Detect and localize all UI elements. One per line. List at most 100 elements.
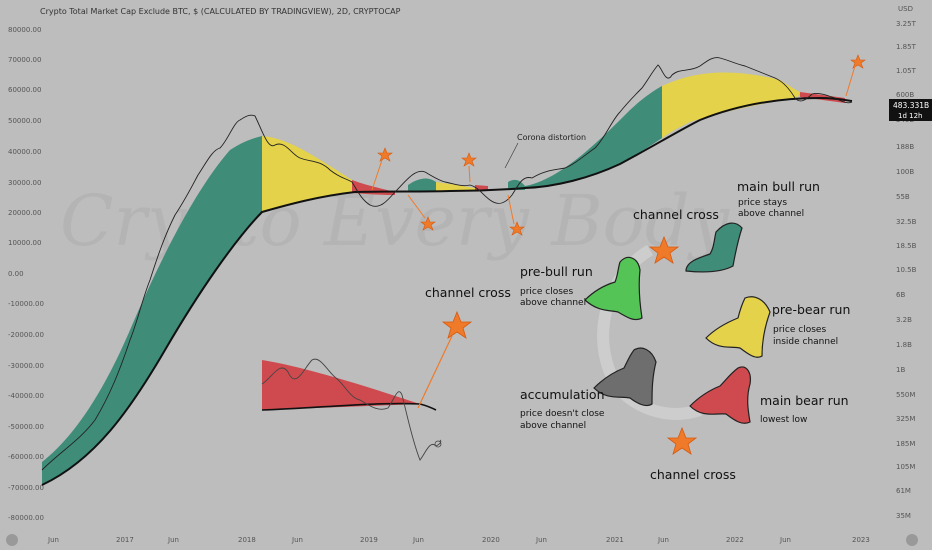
time-axis-tick: Jun <box>167 536 179 544</box>
time-axis: Jun 2017 Jun 2018 Jun 2019 Jun 2020 Jun … <box>47 536 870 544</box>
price-badge-value: 483.331B <box>893 101 929 110</box>
pre-bear-desc-1: price closes <box>773 325 826 335</box>
main-bull-desc-2: above channel <box>738 209 804 219</box>
price-badge-timer: 1d 12h <box>898 112 922 120</box>
star-icon <box>420 216 436 231</box>
left-axis-tick: 10000.00 <box>8 239 41 247</box>
scroll-right-handle[interactable] <box>906 534 918 546</box>
inset-example: channel cross <box>261 285 511 461</box>
left-axis-tick: -50000.00 <box>8 423 44 431</box>
inset-channel-line <box>261 402 437 411</box>
right-axis-tick: 550M <box>896 391 915 399</box>
right-axis-tick: 188B <box>896 143 914 151</box>
star-icon <box>377 147 393 162</box>
time-axis-tick: Jun <box>291 536 303 544</box>
right-axis-tick: 100B <box>896 168 914 176</box>
main-bull-title: main bull run <box>737 179 820 194</box>
left-axis-tick: -60000.00 <box>8 453 44 461</box>
pre-bear-shape <box>705 296 771 358</box>
main-bear-title: main bear run <box>760 393 849 408</box>
corona-label: Corona distortion <box>517 133 586 142</box>
star-icon <box>666 426 698 455</box>
time-axis-tick: 2017 <box>116 536 134 544</box>
pre-bull-desc-2: above channel <box>520 298 586 308</box>
time-axis-tick: Jun <box>412 536 424 544</box>
time-axis-tick: 2021 <box>606 536 624 544</box>
chart-title: Crypto Total Market Cap Exclude BTC, $ (… <box>40 7 401 16</box>
time-axis-tick: Jun <box>657 536 669 544</box>
right-axis-tick: 600B <box>896 91 914 99</box>
accumulation-desc-1: price doesn't close <box>520 409 605 419</box>
accumulation-title: accumulation <box>520 387 605 402</box>
inset-marker <box>434 440 442 448</box>
chart-stars <box>377 54 866 236</box>
left-axis-tick: -70000.00 <box>8 484 44 492</box>
right-axis-tick: 3.25T <box>896 20 917 28</box>
right-axis-tick: 1.05T <box>896 67 917 75</box>
main-bear-shape <box>689 366 751 424</box>
arrow <box>504 142 519 169</box>
left-axis-tick: 60000.00 <box>8 86 41 94</box>
pre-bear-desc-2: inside channel <box>773 337 838 347</box>
left-axis-tick: -10000.00 <box>8 300 44 308</box>
time-axis-tick: 2020 <box>482 536 500 544</box>
arrow <box>507 194 515 225</box>
right-axis-tick: 1B <box>896 366 905 374</box>
star-icon <box>461 152 477 167</box>
cycle-diagram: channel cross channel cross main bull ru… <box>520 179 850 482</box>
main-bear-desc-1: lowest low <box>760 415 807 425</box>
time-axis-tick: 2022 <box>726 536 744 544</box>
scroll-left-handle[interactable] <box>6 534 18 546</box>
yellow-segment-2019 <box>436 182 475 192</box>
time-axis-tick: Jun <box>47 536 59 544</box>
left-axis-tick: 0.00 <box>8 270 24 278</box>
time-axis-tick: 2023 <box>852 536 870 544</box>
main-bull-shape <box>685 222 743 273</box>
time-axis-tick: 2019 <box>360 536 378 544</box>
time-axis-tick: Jun <box>779 536 791 544</box>
star-icon <box>648 235 680 264</box>
arrow <box>417 335 453 409</box>
right-axis-tick: 3.2B <box>896 316 912 324</box>
left-axis-tick: 70000.00 <box>8 56 41 64</box>
accumulation-desc-2: above channel <box>520 421 586 431</box>
left-axis-tick: -40000.00 <box>8 392 44 400</box>
left-axis-tick: 40000.00 <box>8 148 41 156</box>
right-axis: 3.25T 1.85T 1.05T 600B 340B 188B 100B 55… <box>896 20 917 520</box>
price-badge <box>889 99 932 121</box>
arrow <box>845 65 856 97</box>
left-axis-tick: 50000.00 <box>8 117 41 125</box>
star-icon <box>441 310 473 339</box>
bull-channel-2017 <box>42 136 262 485</box>
left-axis-tick: 30000.00 <box>8 179 41 187</box>
channel-cross-bottom-label: channel cross <box>650 467 736 482</box>
main-bull-desc-1: price stays <box>738 198 787 208</box>
right-axis-tick: 32.5B <box>896 218 917 226</box>
green-segment-2019 <box>408 178 436 192</box>
right-axis-tick: 10.5B <box>896 266 917 274</box>
right-axis-tick: 185M <box>896 440 915 448</box>
right-axis-tick: 18.5B <box>896 242 917 250</box>
left-axis: 80000.00 70000.00 60000.00 50000.00 4000… <box>8 26 44 522</box>
pre-bull-desc-1: price closes <box>520 287 573 297</box>
right-axis-tick: 1.8B <box>896 341 912 349</box>
arrow <box>407 194 426 219</box>
left-axis-tick: 20000.00 <box>8 209 41 217</box>
left-axis-tick: 80000.00 <box>8 26 41 34</box>
right-axis-tick: 55B <box>896 193 910 201</box>
right-axis-tick: 6B <box>896 291 905 299</box>
star-icon <box>509 221 525 236</box>
accumulation-shape <box>593 347 657 407</box>
inset-bear-channel <box>262 360 420 410</box>
pre-bull-shape <box>584 256 643 321</box>
right-axis-tick: 325M <box>896 415 915 423</box>
right-axis-tick: 1.85T <box>896 43 917 51</box>
bull-channel-2021 <box>525 86 662 188</box>
arrow <box>468 165 471 183</box>
left-axis-tick: -20000.00 <box>8 331 44 339</box>
bear-top-2021 <box>662 72 800 138</box>
pre-bear-title: pre-bear run <box>772 302 850 317</box>
right-axis-tick: 105M <box>896 463 915 471</box>
